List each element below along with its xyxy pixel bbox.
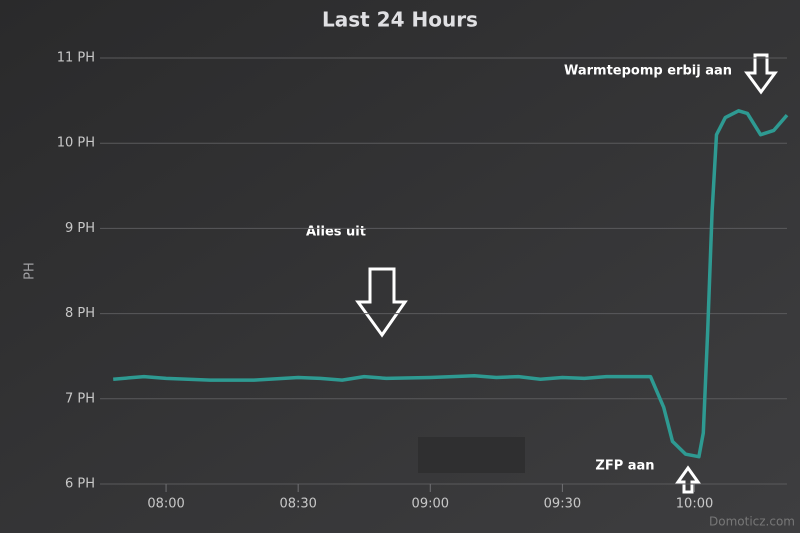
shade [418,437,525,473]
plot-area: 6 PH 7 PH 8 PH 9 PH 10 PH 11 PH 08:00 08:30 09:0… [57,51,789,512]
data-line [113,109,789,459]
x-tick-label: 09:00 [412,497,449,512]
y-tick-label: 10 PH [57,136,95,151]
annotation: Alles uit [306,225,366,240]
chart-title: Last 24 Hours [322,8,478,32]
y-tick-label: 6 PH [65,477,95,492]
y-tick-label: 11 PH [57,51,95,66]
watermark: Domoticz.com [709,515,795,529]
annotation: ZFP aan [595,459,654,474]
y-tick-label: 8 PH [65,306,95,321]
x-tick-label: 09:30 [544,497,581,512]
annotation: Warmtepomp erbij aan [564,64,732,79]
y-axis-label: PH [23,262,38,280]
arrow [675,465,701,494]
y-tick-label: 7 PH [65,391,95,406]
x-tick-label: 08:30 [279,497,316,512]
y-tick-label: 9 PH [65,221,95,236]
x-tick-label: 10:00 [676,497,713,512]
arrow [355,267,408,338]
x-tick-label: 08:00 [147,497,184,512]
